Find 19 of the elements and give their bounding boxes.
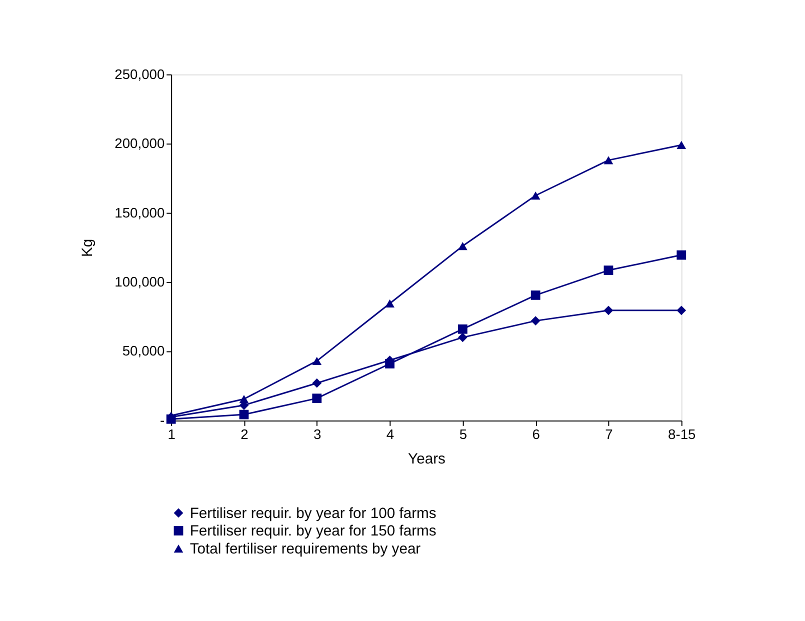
y-axis-title: Kg — [80, 238, 96, 257]
legend-label: Fertiliser requir. by year for 150 farms — [190, 524, 436, 540]
x-tick-label: 4 — [386, 426, 394, 442]
y-tick-label: - — [160, 412, 165, 428]
legend-label: Fertiliser requir. by year for 100 farms — [190, 506, 436, 522]
y-tick-label: 50,000 — [122, 342, 165, 359]
y-tick-label: 100,000 — [114, 273, 165, 290]
y-tick-label: 200,000 — [114, 135, 165, 152]
legend-label: Total fertiliser requirements by year — [190, 542, 421, 558]
x-tick-label: 8-15 — [668, 426, 696, 442]
x-tick-label: 3 — [314, 426, 322, 442]
y-tick-label: 250,000 — [114, 66, 165, 82]
x-tick-label: 6 — [532, 426, 540, 442]
x-tick-label: 1 — [168, 426, 176, 442]
x-tick-label: 5 — [459, 426, 468, 442]
x-tick-label: 7 — [605, 426, 613, 442]
x-axis-title: Years — [408, 452, 446, 468]
y-tick-label: 150,000 — [114, 204, 165, 220]
x-tick-label: 2 — [240, 426, 248, 442]
